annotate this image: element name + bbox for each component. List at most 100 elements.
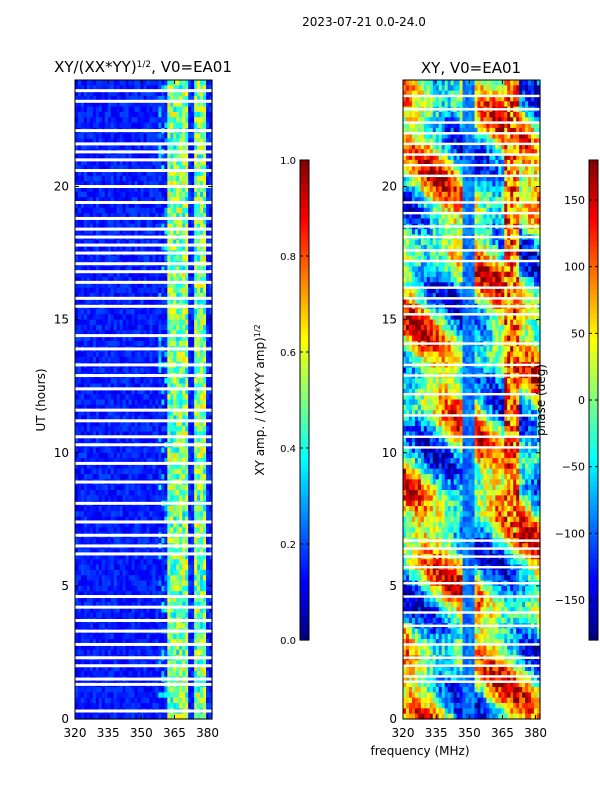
heat-cell-amp: [137, 324, 142, 331]
heat-cell-amp: [188, 298, 192, 305]
heat-cell-amp: [149, 490, 154, 496]
heat-cell-amp: [77, 319, 82, 326]
heat-cell-amp: [107, 266, 112, 273]
heat-cell-amp: [203, 580, 207, 587]
heat-cell-amp: [143, 575, 148, 582]
heat-cell-amp: [98, 474, 103, 480]
heat-cell-amp: [131, 266, 136, 273]
heat-cell-amp: [206, 266, 210, 273]
heat-cell-amp: [98, 468, 103, 475]
heat-cell-amp: [107, 516, 112, 523]
heat-cell-amp: [188, 585, 192, 592]
heat-cell-amp: [194, 649, 198, 656]
heat-cell-amp: [167, 649, 171, 656]
heat-cell-amp: [113, 218, 118, 225]
heat-cell-amp: [143, 564, 148, 571]
heat-cell-amp: [146, 410, 151, 417]
heat-cell-amp: [86, 388, 91, 395]
heat-cell-amp: [92, 378, 97, 385]
heat-cell-amp: [158, 399, 162, 406]
heat-cell-amp: [206, 154, 210, 161]
heat-cell-amp: [140, 181, 145, 188]
heat-cell-amp: [149, 468, 154, 475]
heat-cell-amp: [131, 490, 136, 496]
heat-cell-amp: [89, 213, 94, 220]
heat-cell-amp: [101, 229, 106, 236]
heat-cell-amp: [110, 213, 115, 220]
heat-cell-amp: [101, 378, 106, 385]
heat-cell-amp: [170, 596, 174, 603]
heat-cell-amp: [182, 511, 186, 518]
heat-cell-amp: [182, 165, 186, 172]
heat-cell-amp: [176, 223, 180, 230]
heat-cell-amp: [164, 298, 168, 305]
heat-cell-amp: [98, 282, 103, 289]
heat-cell-amp: [113, 607, 118, 614]
heat-cell-amp: [161, 308, 165, 315]
heat-cell-amp: [155, 143, 159, 150]
heat-cell-amp: [98, 308, 103, 315]
heat-cell-amp: [146, 175, 151, 182]
heat-cell-amp: [209, 239, 213, 246]
heat-cell-amp: [107, 575, 112, 582]
heat-cell-amp: [197, 218, 201, 225]
heat-cell-amp: [86, 607, 91, 614]
heat-cell-amp: [101, 639, 106, 646]
heat-cell-amp: [75, 165, 79, 172]
heat-cell-amp: [113, 340, 118, 347]
heat-cell-amp: [75, 314, 79, 321]
heat-cell-amp: [152, 271, 157, 278]
heat-cell-amp: [125, 351, 130, 358]
heat-cell-amp: [80, 186, 85, 193]
heat-cell-amp: [134, 511, 139, 518]
heat-cell-amp: [206, 218, 210, 225]
heat-cell-amp: [137, 154, 142, 161]
heat-cell-amp: [209, 447, 213, 454]
heat-cell-amp: [137, 271, 142, 278]
heat-cell-amp: [146, 633, 151, 640]
heat-cell-amp: [77, 101, 82, 108]
heat-cell-amp: [140, 490, 145, 496]
heat-cell-amp: [116, 154, 121, 161]
heat-cell-amp: [173, 143, 177, 150]
heat-cell-amp: [161, 404, 165, 411]
heat-cell-amp: [194, 575, 198, 582]
heat-cell-amp: [182, 452, 186, 459]
heat-cell-amp: [185, 649, 189, 656]
heat-cell-amp: [158, 170, 162, 177]
heat-cell-amp: [191, 170, 195, 177]
heat-cell-amp: [152, 521, 157, 528]
heat-cell-amp: [104, 623, 109, 630]
heat-cell-amp: [119, 383, 124, 390]
heat-cell-amp: [80, 197, 85, 204]
heat-cell-amp: [158, 101, 162, 108]
heat-cell-amp: [86, 340, 91, 347]
heat-cell-amp: [161, 122, 165, 129]
heat-cell-amp: [116, 293, 121, 299]
heat-cell-amp: [107, 591, 112, 598]
heat-cell-amp: [167, 612, 171, 619]
heat-cell-amp: [125, 644, 130, 651]
heat-cell-amp: [179, 367, 183, 374]
heat-cell-amp: [179, 431, 183, 438]
heat-cell-amp: [75, 378, 79, 385]
heat-cell-amp: [152, 335, 157, 342]
heat-cell-amp: [197, 133, 201, 140]
heat-cell-amp: [200, 165, 204, 172]
heat-cell-amp: [173, 95, 177, 102]
heat-cell-amp: [95, 639, 100, 646]
heat-cell-amp: [152, 298, 157, 305]
heat-cell-amp: [116, 420, 121, 427]
heat-cell-amp: [146, 431, 151, 438]
heat-cell-amp: [164, 553, 168, 560]
heat-cell-amp: [107, 85, 112, 92]
heat-cell-amp: [92, 607, 97, 614]
heat-cell-amp: [179, 282, 183, 289]
heat-cell-amp: [194, 165, 198, 172]
heat-cell-amp: [104, 138, 109, 145]
heat-cell-amp: [164, 644, 168, 651]
heat-cell-amp: [89, 490, 94, 496]
heat-cell-amp: [194, 186, 198, 193]
heat-cell-amp: [107, 197, 112, 204]
heat-cell-amp: [119, 191, 124, 198]
